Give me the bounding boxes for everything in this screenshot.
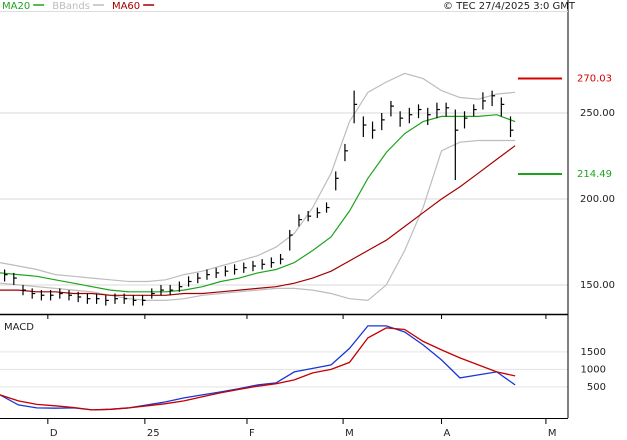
x-tick-label: 25 <box>147 428 160 439</box>
legend-label: BBands <box>52 1 90 12</box>
x-tick-label: F <box>249 428 255 439</box>
level-label: 214.49 <box>577 169 612 180</box>
y-tick-label: 1000 <box>581 364 606 375</box>
y-tick-label: 200.00 <box>580 194 615 205</box>
legend-label: MA60 <box>112 1 140 12</box>
y-tick-label: 500 <box>587 382 606 393</box>
x-tick-label: M <box>548 428 557 439</box>
y-tick-label: 1500 <box>581 347 606 358</box>
indicator-line <box>0 72 516 283</box>
x-tick-label: D <box>50 428 58 439</box>
macd-title: MACD <box>4 322 34 333</box>
x-tick-label: A <box>444 428 451 439</box>
level-label: 270.03 <box>577 74 612 85</box>
x-tick-label: M <box>345 428 354 439</box>
y-tick-label: 150.00 <box>580 280 615 291</box>
macd-line <box>0 327 516 411</box>
indicator-line-lower <box>0 139 516 302</box>
indicator-line <box>0 114 516 293</box>
legend-label: MA20 <box>2 1 30 12</box>
y-tick-label: 250.00 <box>580 108 615 119</box>
copyright-note: © TEC 27/4/2025 3:0 GMT <box>443 1 576 12</box>
indicator-line <box>0 145 516 296</box>
